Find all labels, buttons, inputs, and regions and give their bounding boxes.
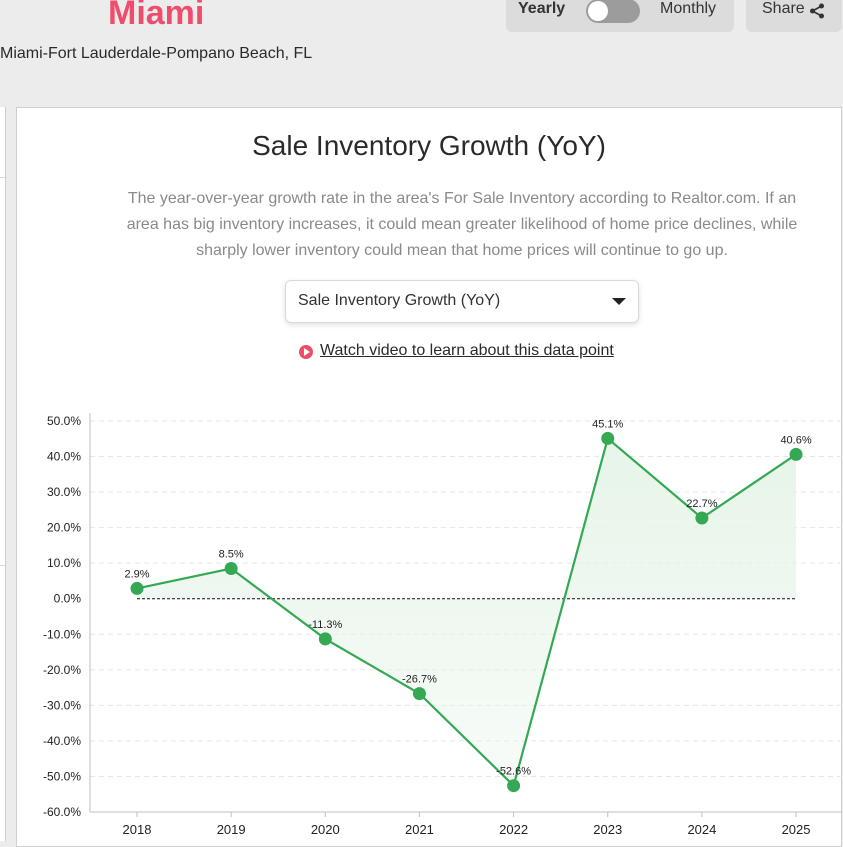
toggle-yearly-label[interactable]: Yearly	[518, 0, 566, 17]
series-area	[137, 438, 797, 786]
y-tick-label: 30.0%	[47, 485, 81, 499]
city-title: Miami	[108, 0, 205, 32]
data-label: -52.6%	[496, 766, 531, 778]
toggle-monthly-label[interactable]: Monthly	[660, 0, 717, 17]
play-icon	[299, 345, 313, 359]
card-title: Sale Inventory Growth (YoY)	[252, 130, 606, 161]
x-tick-label: 2023	[593, 822, 622, 837]
left-panel-edge	[0, 107, 6, 841]
x-tick-label: 2021	[405, 822, 434, 837]
data-point	[695, 511, 709, 525]
y-tick-label: -60.0%	[43, 805, 81, 819]
metric-select-value: Sale Inventory Growth (YoY)	[298, 292, 501, 309]
y-tick-label: 0.0%	[54, 592, 82, 606]
y-tick-label: 20.0%	[47, 521, 81, 535]
data-point	[601, 431, 615, 445]
metro-subtitle: Miami-Fort Lauderdale-Pompano Beach, FL	[0, 45, 313, 62]
data-point	[130, 581, 144, 595]
data-point	[224, 562, 238, 576]
y-tick-label: 10.0%	[47, 556, 81, 570]
data-label: 40.6%	[780, 434, 811, 446]
share-icon	[810, 3, 824, 19]
x-tick-label: 2025	[782, 822, 811, 837]
y-tick-label: 40.0%	[47, 450, 81, 464]
yearly-monthly-toggle[interactable]: Yearly Monthly	[506, 0, 734, 32]
toggle-switch[interactable]	[586, 0, 640, 23]
data-point	[412, 687, 426, 701]
caret-down-icon	[612, 298, 626, 305]
series-line	[136, 436, 797, 788]
panel-divider	[0, 565, 5, 566]
data-label: 2.9%	[124, 568, 149, 580]
data-point	[789, 447, 803, 461]
share-button[interactable]: Share	[746, 0, 842, 32]
x-tick-label: 2022	[499, 822, 528, 837]
x-tick-label: 2019	[217, 822, 246, 837]
y-tick-label: -40.0%	[43, 734, 81, 748]
x-tick-label: 2024	[687, 822, 716, 837]
data-point	[507, 779, 521, 793]
y-tick-label: -20.0%	[43, 663, 81, 677]
panel-divider	[0, 177, 5, 178]
data-point	[318, 632, 332, 646]
data-label: -26.7%	[402, 674, 437, 686]
y-tick-label: -50.0%	[43, 769, 81, 783]
data-label: -11.3%	[308, 619, 342, 631]
x-tick-label: 2020	[311, 822, 340, 837]
share-label: Share	[762, 0, 805, 17]
x-tick-label: 2018	[123, 822, 152, 837]
metric-select[interactable]: Sale Inventory Growth (YoY)	[285, 280, 639, 323]
y-tick-label: -30.0%	[43, 698, 81, 712]
data-label: 45.1%	[592, 418, 623, 430]
data-label: 22.7%	[686, 498, 717, 510]
y-tick-label: -10.0%	[43, 627, 81, 641]
watch-video-text: Watch video to learn about this data poi…	[320, 342, 614, 359]
y-tick-label: 50.0%	[47, 414, 81, 428]
data-label: 8.5%	[219, 549, 244, 561]
card-description: The year-over-year growth rate in the ar…	[126, 190, 798, 259]
toggle-knob	[588, 1, 608, 21]
chart-card: Sale Inventory Growth (YoY) The year-ove…	[16, 107, 842, 847]
